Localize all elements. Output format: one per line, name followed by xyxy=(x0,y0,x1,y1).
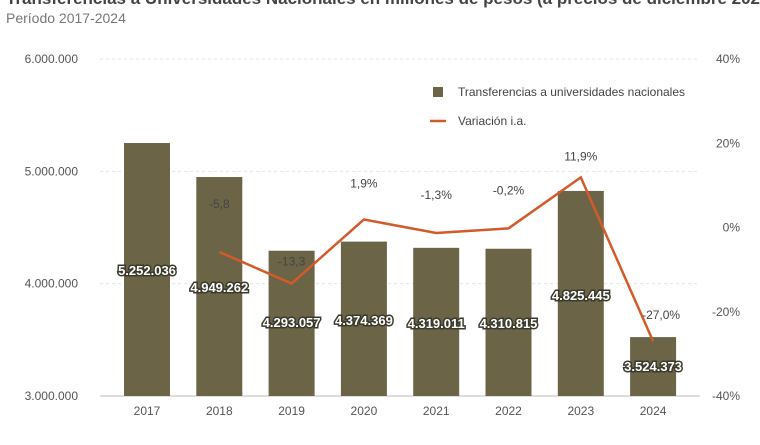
chart-subtitle: Período 2017-2024 xyxy=(6,10,126,26)
variation-label: -5,8 xyxy=(209,197,230,211)
variation-label: -0,2% xyxy=(493,183,525,197)
variation-label: -13,3 xyxy=(278,255,306,269)
x-tick-label: 2021 xyxy=(423,404,450,418)
bar-value-label: 3.524.373 xyxy=(624,359,682,374)
legend-bar-label: Transferencias a universidades nacionale… xyxy=(458,85,685,99)
x-tick-label: 2020 xyxy=(351,404,378,418)
bar-value-label: 5.252.036 xyxy=(118,263,176,278)
y-right-tick-label: 0% xyxy=(723,221,741,235)
bar xyxy=(485,248,532,396)
x-tick-label: 2017 xyxy=(134,404,161,418)
bar xyxy=(557,190,604,396)
bar-value-label: 4.319.011 xyxy=(408,316,465,331)
legend-line-label: Variación i.a. xyxy=(458,114,526,128)
bar xyxy=(124,143,170,396)
bar xyxy=(340,241,387,396)
y-left-tick-label: 4.000.000 xyxy=(25,277,79,291)
legend-bar-swatch xyxy=(433,87,443,97)
bar xyxy=(413,247,460,396)
bar xyxy=(630,337,677,396)
y-right-tick-label: 20% xyxy=(716,136,740,150)
variation-label: -27,0% xyxy=(642,308,680,322)
variation-line xyxy=(218,175,655,342)
bar xyxy=(268,250,315,396)
chart-title: Transferencias a Universidades Nacionale… xyxy=(6,0,760,9)
x-tick-label: 2024 xyxy=(640,404,667,418)
bar xyxy=(196,177,243,396)
x-tick-label: 2019 xyxy=(278,404,305,418)
variation-label: -1,3% xyxy=(421,188,453,202)
y-left-tick-label: 5.000.000 xyxy=(25,164,79,178)
y-left-tick-label: 6.000.000 xyxy=(25,52,79,66)
variation-label: 1,9% xyxy=(350,176,378,190)
bar-value-label: 4.293.057 xyxy=(263,315,321,330)
y-left-tick-label: 3.000.000 xyxy=(25,389,79,403)
x-tick-label: 2018 xyxy=(206,404,233,418)
bar-value-label: 4.310.815 xyxy=(480,316,538,331)
bar-value-label: 4.949.262 xyxy=(190,280,248,295)
bar-value-label: 4.374.369 xyxy=(335,313,393,328)
x-tick-label: 2023 xyxy=(567,404,594,418)
y-right-tick-label: 40% xyxy=(716,52,740,66)
bar-value-label: 4.825.445 xyxy=(552,288,610,303)
x-tick-label: 2022 xyxy=(495,404,522,418)
y-right-tick-label: -20% xyxy=(712,305,740,319)
y-right-tick-label: -40% xyxy=(712,389,740,403)
variation-label: 11,9% xyxy=(564,149,597,163)
